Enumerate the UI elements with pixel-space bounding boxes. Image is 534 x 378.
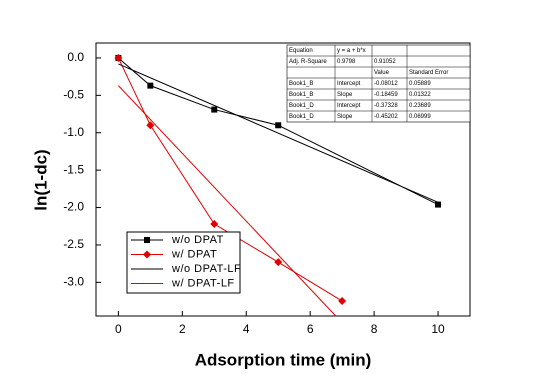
legend-label: w/ DPAT [171, 248, 217, 260]
y-tick-label: -2.5 [63, 237, 84, 251]
marker [435, 201, 442, 208]
table-cell: Value [374, 70, 390, 76]
table-cell: 0.05889 [409, 81, 431, 87]
legend-label: w/o DPAT [171, 234, 224, 246]
x-tick-label: 0 [115, 322, 122, 336]
table-cell: Book1_D [289, 114, 314, 120]
table-cell: y = a + b*x [337, 48, 366, 54]
marker [210, 220, 219, 229]
marker [338, 297, 347, 306]
legend-label: w/o DPAT-LF [171, 263, 241, 275]
marker [211, 106, 218, 113]
x-tick-label: 10 [431, 322, 445, 336]
marker [144, 237, 150, 243]
x-tick-label: 6 [307, 322, 314, 336]
table-cell: -0.08012 [374, 81, 398, 87]
y-tick-label: -3.0 [63, 275, 84, 289]
marker [146, 121, 155, 130]
table-cell: 0.23689 [409, 103, 431, 109]
marker [275, 122, 282, 129]
x-tick-label: 2 [179, 322, 186, 336]
table-cell: Book1_B [289, 92, 313, 98]
y-tick-label: -2.0 [63, 200, 84, 214]
series-line [118, 63, 439, 203]
marker [274, 258, 283, 267]
series-line [118, 85, 337, 316]
x-tick-label: 8 [371, 322, 378, 336]
table-cell: -0.37328 [374, 103, 398, 109]
plot-frame [95, 42, 471, 317]
table-cell: Standard Error [409, 70, 448, 76]
table-cell: Slope [337, 114, 353, 120]
table-cell: Slope [337, 92, 353, 98]
y-tick-label: -1.5 [63, 162, 84, 176]
table-cell: Book1_D [289, 103, 314, 109]
table-cell: 0.06999 [409, 114, 431, 120]
table-cell: Book1_B [289, 81, 313, 87]
table-box [286, 44, 471, 123]
table-cell: Intercept [337, 103, 361, 109]
table-cell: -0.45202 [374, 114, 398, 120]
table-cell: -0.18459 [374, 92, 398, 98]
y-tick-label: -0.5 [63, 88, 84, 102]
x-tick-label: 4 [243, 322, 250, 336]
table-cell: 0.01322 [409, 92, 431, 98]
marker [147, 82, 154, 89]
table-cell: Adj. R-Square [289, 59, 327, 65]
marker [143, 250, 151, 259]
table-cell: Equation [289, 48, 313, 54]
table-cell: 0.91052 [374, 59, 396, 65]
table-cell: Intercept [337, 81, 361, 87]
legend-label: w/ DPAT-LF [171, 277, 235, 289]
y-axis-title: ln(1-dc) [31, 149, 50, 210]
marker [114, 53, 123, 62]
y-tick-label: 0.0 [67, 50, 84, 64]
y-tick-label: -1.0 [63, 125, 84, 139]
legend-box [126, 231, 241, 294]
x-axis-title: Adsorption time (min) [195, 350, 372, 369]
table-cell: 0.9798 [337, 59, 356, 65]
